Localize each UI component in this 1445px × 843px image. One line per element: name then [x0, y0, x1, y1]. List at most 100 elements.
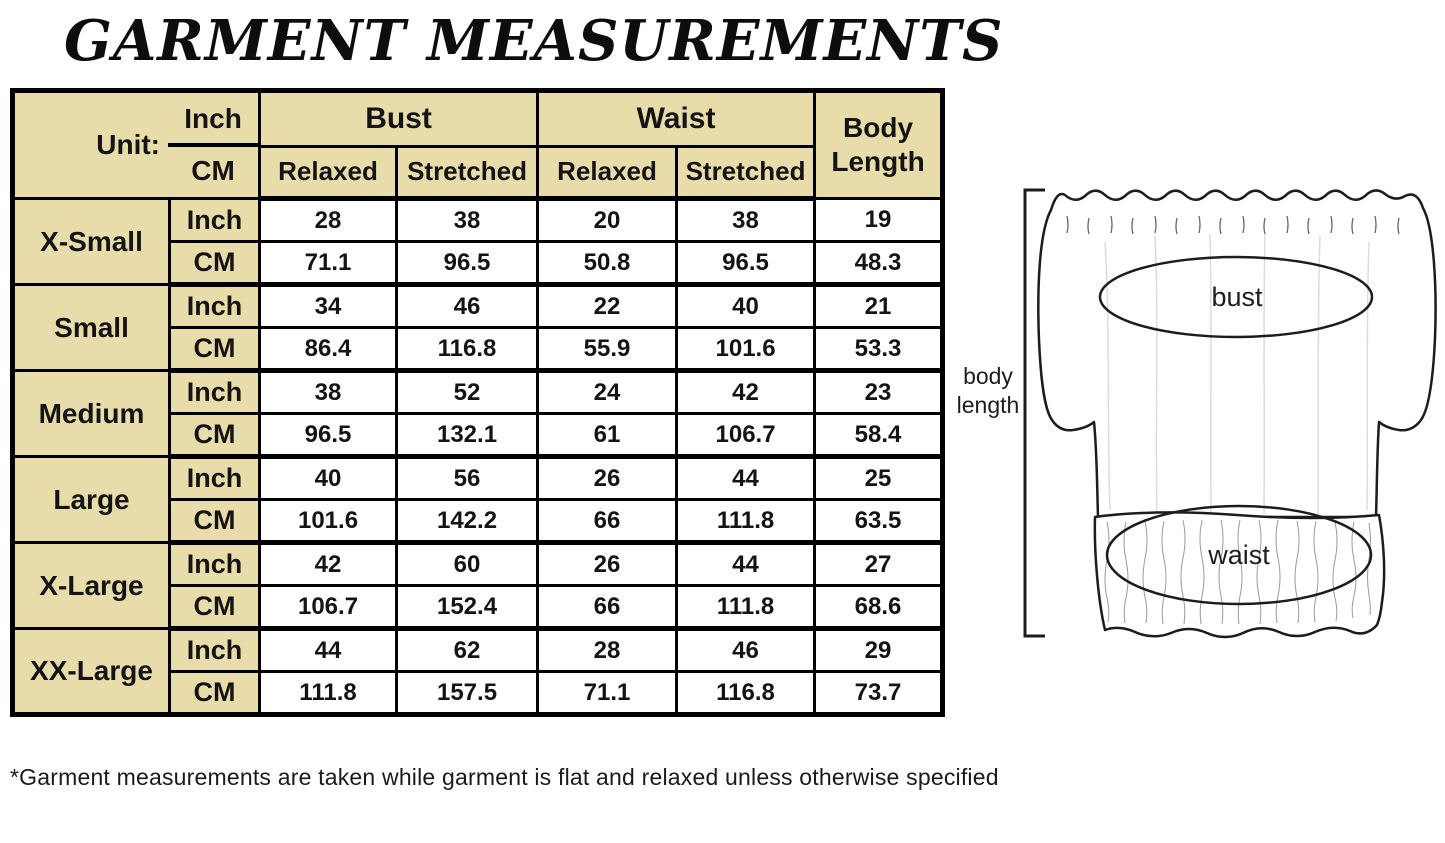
table-row: CM 111.8 157.5 71.1 116.8 73.7	[13, 670, 945, 717]
smocked-band	[1093, 511, 1386, 639]
measurement-value: 96.5	[675, 240, 817, 287]
garment-outline	[1037, 189, 1437, 519]
unit-inch-option: Inch	[168, 95, 257, 147]
unit-inch-label: Inch	[167, 627, 262, 673]
measurement-value: 28	[258, 197, 399, 243]
measurement-value: 111.8	[675, 498, 817, 545]
body-fold-lines	[1104, 233, 1370, 515]
table-row: Small Inch 34 46 22 40 21	[11, 283, 945, 372]
footnote: *Garment measurements are taken while ga…	[10, 764, 999, 790]
measurement-value: 24	[536, 369, 679, 415]
measurement-value: 25	[813, 455, 945, 501]
table-row: CM 86.4 116.8 55.9 101.6 53.3	[13, 326, 945, 373]
waist-ellipse	[1105, 504, 1373, 606]
table-row: CM 96.5 132.1 61 106.7 58.4	[13, 412, 945, 459]
measurement-value: 142.2	[395, 498, 540, 545]
measurement-value: 52	[395, 369, 540, 415]
measurement-value: 20	[536, 197, 679, 243]
unit-inch-label: Inch	[167, 369, 262, 415]
measurement-value: 46	[675, 627, 817, 673]
unit-inch-label: Inch	[167, 541, 262, 587]
unit-inch-label: Inch	[167, 283, 262, 329]
waist-label: waist	[1208, 540, 1270, 570]
measurement-value: 27	[813, 541, 945, 587]
measurement-value: 53.3	[813, 326, 945, 373]
size-label: X-Large	[11, 541, 171, 630]
measurement-value: 29	[813, 627, 945, 673]
table-row: Large Inch 40 56 26 44 25	[11, 455, 945, 544]
measurement-value: 157.5	[395, 670, 540, 717]
measurement-value: 73.7	[813, 670, 945, 717]
table-row: Medium Inch 38 52 24 42 23	[11, 369, 945, 458]
table-row: X-Small Inch 28 38 20 38 19	[11, 197, 945, 286]
measurement-value: 116.8	[675, 670, 817, 717]
measurement-value: 44	[675, 455, 817, 501]
unit-cm-label: CM	[167, 240, 262, 287]
measurements-table: Unit: Inch CM Bust Waist Body Length Rel…	[10, 88, 946, 717]
measurement-value: 19	[813, 197, 945, 243]
measurement-value: 66	[536, 584, 679, 631]
measurement-value: 48.3	[813, 240, 945, 287]
unit-label: Unit:	[96, 129, 161, 160]
measurement-value: 26	[536, 455, 679, 501]
garment-illustration	[1023, 188, 1437, 639]
measurement-value: 50.8	[536, 240, 679, 287]
unit-cm-label: CM	[167, 412, 262, 459]
measurement-value: 68.6	[813, 584, 945, 631]
measurement-value: 101.6	[675, 326, 817, 373]
measurement-value: 71.1	[536, 670, 679, 717]
waist-stretched-header: Stretched	[675, 144, 817, 202]
measurement-value: 96.5	[395, 240, 540, 287]
measurement-value: 116.8	[395, 326, 540, 373]
garment-diagram: bust waist body length	[955, 170, 1443, 662]
bust-stretched-header: Stretched	[395, 144, 540, 202]
measurement-value: 38	[258, 369, 399, 415]
measurement-value: 23	[813, 369, 945, 415]
measurement-value: 60	[395, 541, 540, 587]
measurement-value: 55.9	[536, 326, 679, 373]
bust-header: Bust	[258, 89, 540, 148]
measurement-value: 86.4	[258, 326, 399, 373]
page-title: GARMENT MEASUREMENTS	[64, 8, 1004, 74]
measurement-value: 38	[395, 197, 540, 243]
measurement-value: 38	[675, 197, 817, 243]
measurement-value: 22	[536, 283, 679, 329]
body-length-label: body length	[956, 363, 1020, 418]
measurement-value: 42	[675, 369, 817, 415]
measurement-value: 44	[258, 627, 399, 673]
header-row-groups: Unit: Inch CM Bust Waist Body Length	[10, 89, 945, 200]
measurement-value: 40	[675, 283, 817, 329]
measurement-value: 46	[395, 283, 540, 329]
measurement-value: 28	[536, 627, 679, 673]
table-row: CM 71.1 96.5 50.8 96.5 48.3	[13, 240, 945, 287]
waist-header: Waist	[536, 89, 817, 148]
measurement-value: 66	[536, 498, 679, 545]
measurement-value: 111.8	[258, 670, 399, 717]
measurement-value: 26	[536, 541, 679, 587]
unit-inch-label: Inch	[167, 455, 262, 501]
measurement-value: 40	[258, 455, 399, 501]
measurement-value: 44	[675, 541, 817, 587]
unit-header-inner: Unit: Inch CM	[16, 95, 257, 195]
measurement-value: 132.1	[395, 412, 540, 459]
table-row: XX-Large Inch 44 62 28 46 29	[11, 627, 945, 716]
unit-cm-label: CM	[167, 498, 262, 545]
size-label: X-Small	[11, 197, 171, 286]
unit-header-cell: Unit: Inch CM	[10, 89, 262, 200]
measurement-value: 106.7	[258, 584, 399, 631]
measurement-value: 101.6	[258, 498, 399, 545]
unit-inch-label: Inch	[167, 197, 262, 243]
measurement-value: 111.8	[675, 584, 817, 631]
table-row: CM 106.7 152.4 66 111.8 68.6	[13, 584, 945, 631]
measurement-value: 106.7	[675, 412, 817, 459]
header-row-subheaders: Relaxed Stretched Relaxed Stretched	[13, 144, 943, 202]
measurement-value: 71.1	[258, 240, 399, 287]
unit-fraction: Inch CM	[168, 95, 257, 195]
bust-ellipse	[1098, 255, 1374, 339]
table-row: X-Large Inch 42 60 26 44 27	[11, 541, 945, 630]
unit-cm-option: CM	[191, 155, 235, 186]
measurement-value: 42	[258, 541, 399, 587]
measurement-value: 62	[395, 627, 540, 673]
body-length-header: Body Length	[813, 89, 945, 200]
